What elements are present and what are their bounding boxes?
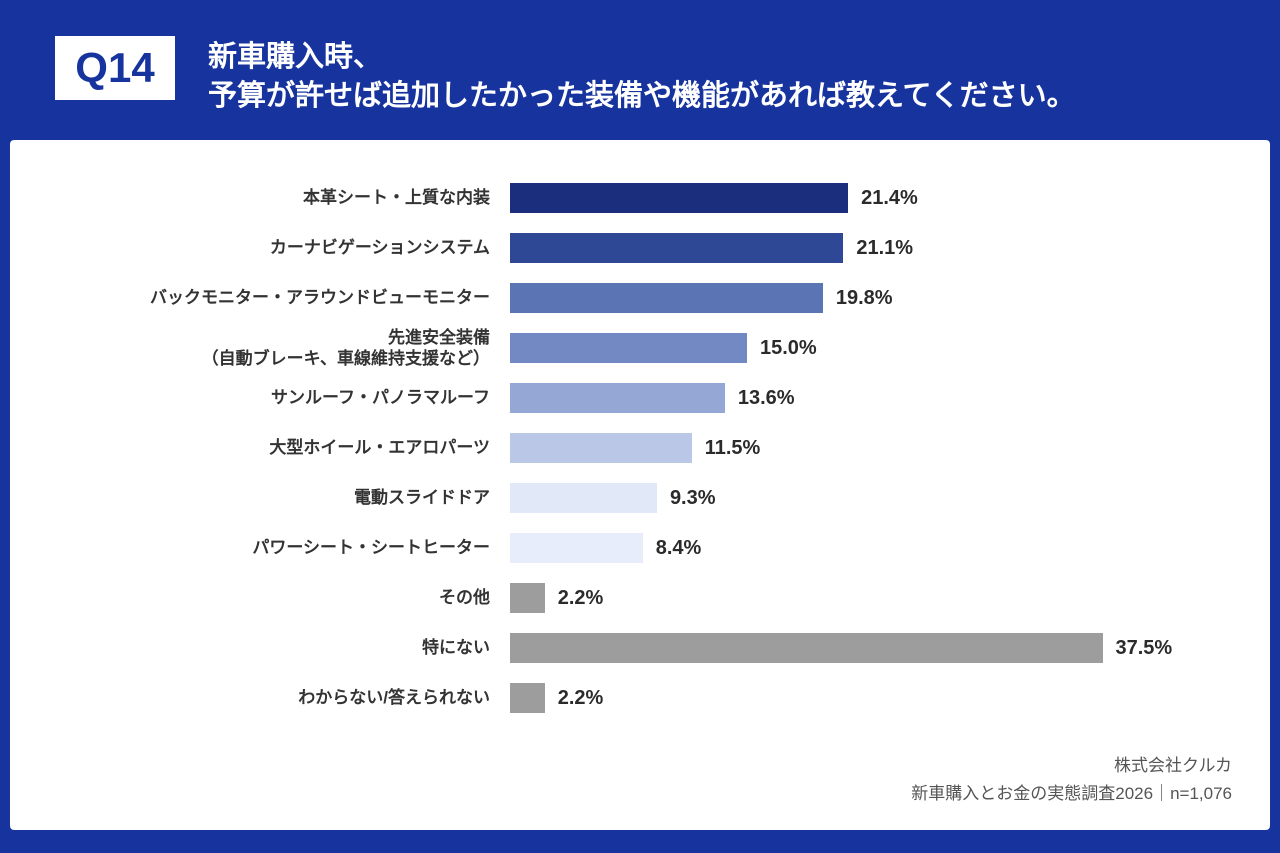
chart-card: 本革シート・上質な内装 21.4% カーナビゲーションシステム 21.1% バッ… <box>10 140 1270 830</box>
bar-track: 21.4% <box>510 183 918 213</box>
question-number: Q14 <box>75 44 155 91</box>
chart-row: 先進安全装備 （自動ブレーキ、車線維持支援など） 15.0% <box>10 323 1270 373</box>
category-label: 電動スライドドア <box>354 488 490 508</box>
chart-row: 大型ホイール・エアロパーツ 11.5% <box>10 423 1270 473</box>
value-label: 21.4% <box>861 186 918 209</box>
category-label: パワーシート・シートヒーター <box>252 538 490 558</box>
bar-track: 19.8% <box>510 283 893 313</box>
category-label: サンルーフ・パノラマルーフ <box>271 388 490 408</box>
chart-row: その他 2.2% <box>10 573 1270 623</box>
chart-row: 特にない 37.5% <box>10 623 1270 673</box>
bar <box>510 633 1103 663</box>
page-title: 新車購入時、 予算が許せば追加したかった装備や機能があれば教えてください。 <box>208 38 1076 116</box>
value-label: 9.3% <box>669 486 716 509</box>
chart-row: 本革シート・上質な内装 21.4% <box>10 173 1270 223</box>
value-label: 37.5% <box>1115 636 1173 659</box>
category-label: バックモニター・アラウンドビューモニター <box>150 288 490 308</box>
category-label: 先進安全装備 （自動ブレーキ、車線維持支援など） <box>201 327 490 368</box>
bar-track: 2.2% <box>510 583 603 613</box>
bar <box>510 583 545 613</box>
bar-track: 11.5% <box>510 433 760 463</box>
bar <box>510 483 657 513</box>
value-label: 19.8% <box>835 286 893 309</box>
chart-row: バックモニター・アラウンドビューモニター 19.8% <box>10 273 1270 323</box>
bar <box>510 383 725 413</box>
bar <box>510 283 823 313</box>
header: Q14 新車購入時、 予算が許せば追加したかった装備や機能があれば教えてください… <box>0 0 1280 140</box>
value-label: 8.4% <box>655 536 702 559</box>
bar <box>510 333 747 363</box>
bar-chart: 本革シート・上質な内装 21.4% カーナビゲーションシステム 21.1% バッ… <box>10 140 1270 723</box>
bar-track: 21.1% <box>510 233 913 263</box>
bar-track: 15.0% <box>510 333 817 363</box>
bar <box>510 183 849 213</box>
company-name: 株式会社クルカ <box>1114 755 1232 775</box>
bar-track: 9.3% <box>510 483 716 513</box>
bar-track: 8.4% <box>510 533 701 563</box>
title-line-1: 新車購入時、 <box>208 41 383 73</box>
category-label: わからない/答えられない <box>298 688 490 708</box>
value-label: 13.6% <box>737 386 795 409</box>
value-label: 2.2% <box>557 586 604 609</box>
bar-track: 13.6% <box>510 383 795 413</box>
chart-row: わからない/答えられない 2.2% <box>10 673 1270 723</box>
category-label: 特にない <box>422 638 490 658</box>
survey-note: 新車購入とお金の実態調査2026｜n=1,076 <box>911 783 1232 803</box>
value-label: 11.5% <box>704 436 761 459</box>
source-footer: 株式会社クルカ 新車購入とお金の実態調査2026｜n=1,076 <box>911 752 1232 808</box>
bar-track: 37.5% <box>510 633 1172 663</box>
category-label: 本革シート・上質な内装 <box>303 188 490 208</box>
page: Q14 新車購入時、 予算が許せば追加したかった装備や機能があれば教えてください… <box>0 0 1280 830</box>
chart-row: サンルーフ・パノラマルーフ 13.6% <box>10 373 1270 423</box>
bar-track: 2.2% <box>510 683 603 713</box>
category-label: その他 <box>439 588 490 608</box>
category-label: 大型ホイール・エアロパーツ <box>269 438 490 458</box>
chart-row: カーナビゲーションシステム 21.1% <box>10 223 1270 273</box>
bar <box>510 433 692 463</box>
category-label: カーナビゲーションシステム <box>269 238 490 258</box>
value-label: 2.2% <box>557 686 604 709</box>
title-line-2: 予算が許せば追加したかった装備や機能があれば教えてください。 <box>208 79 1076 112</box>
chart-row: 電動スライドドア 9.3% <box>10 473 1270 523</box>
bar <box>510 233 844 263</box>
value-label: 15.0% <box>760 336 817 359</box>
chart-row: パワーシート・シートヒーター 8.4% <box>10 523 1270 573</box>
question-number-badge: Q14 <box>55 36 175 100</box>
bar <box>510 683 545 713</box>
bar <box>510 533 643 563</box>
value-label: 21.1% <box>856 236 914 259</box>
